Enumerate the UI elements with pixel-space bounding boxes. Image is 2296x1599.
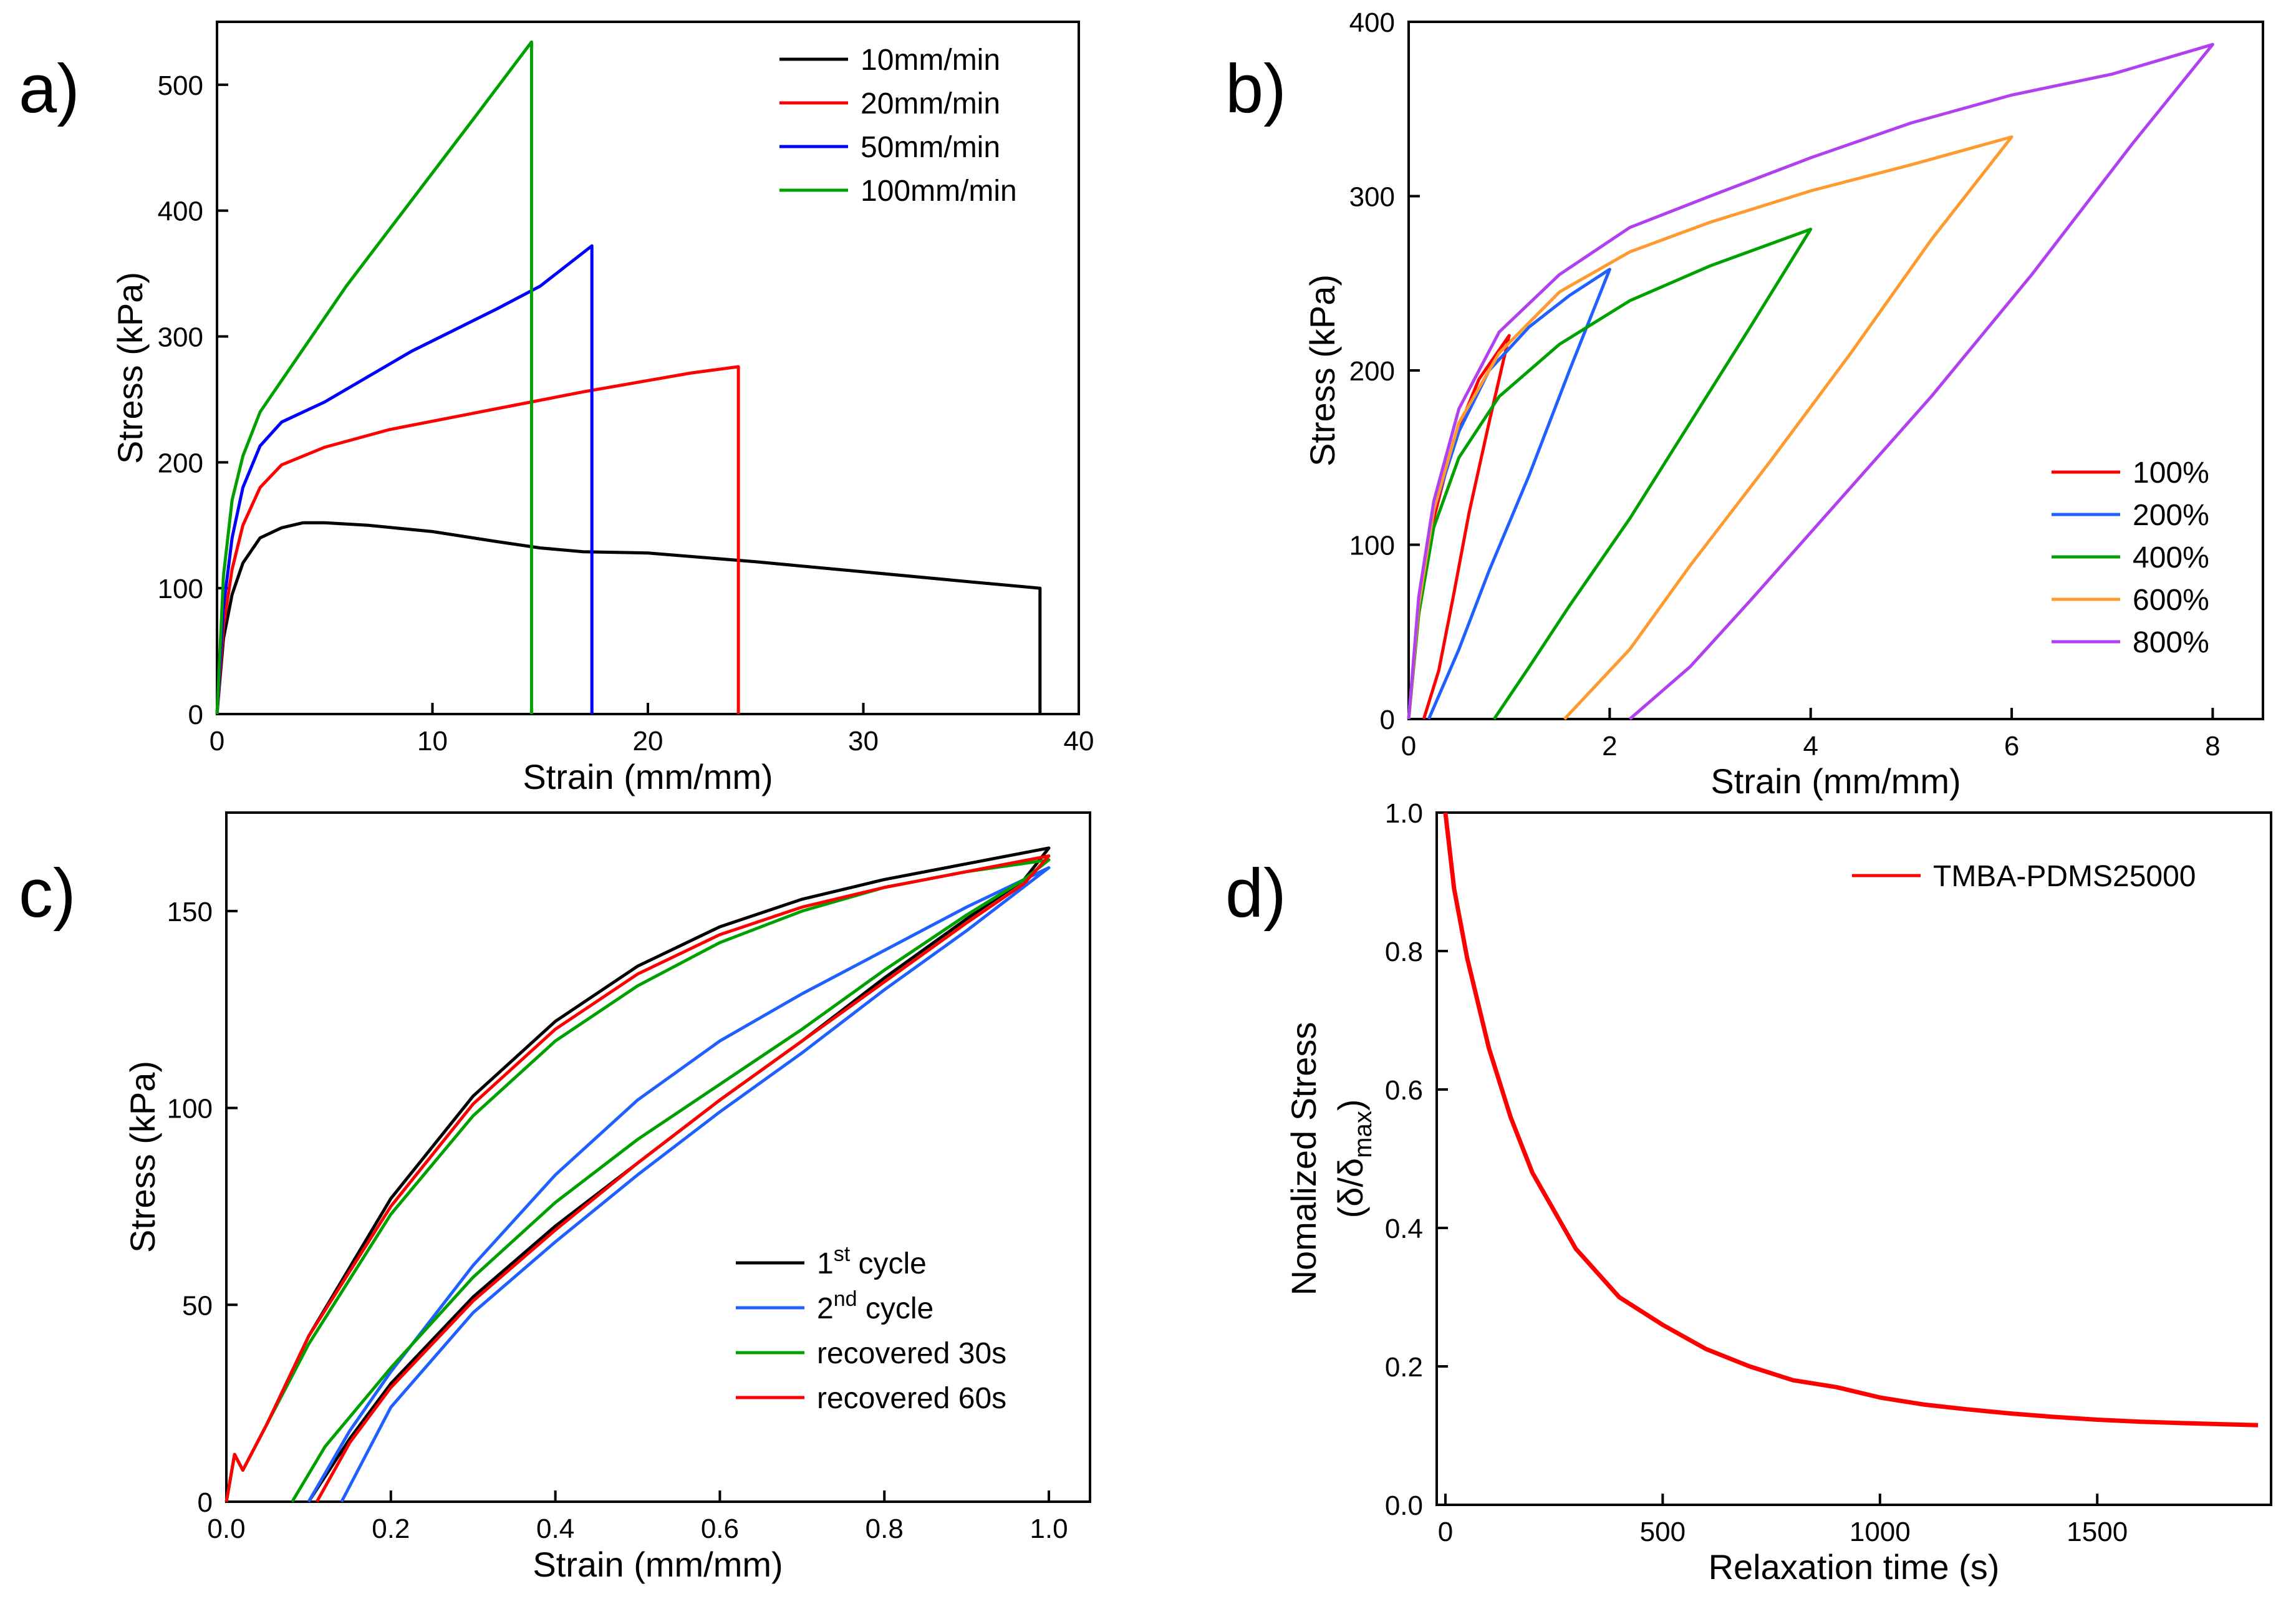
panel-c-legend: 1st cycle 2nd cycle recovered 30s recovered… [736, 1242, 1006, 1415]
x-tick-label: 1.0 [1030, 1514, 1068, 1544]
panel-c-marks: 0.0 0.2 0.4 0.6 0.8 1.0 0 50 100 150 [167, 846, 1068, 1544]
panel-c-x-axis-title: Strain (mm/mm) [533, 1545, 783, 1584]
y-tick-label: 0.4 [1385, 1214, 1423, 1244]
panel-d-plot-frame [1435, 811, 2272, 1506]
y-tick-label: 500 [158, 70, 203, 101]
legend-label-100mm-min: 100mm/min [861, 175, 1017, 208]
legend-label-400-: 400% [2133, 541, 2209, 574]
panel-d-y-axis-title: Nomalized Stress [1284, 1022, 1323, 1296]
series-line-20mm-min [215, 365, 740, 715]
series-line-recovered-60s [224, 854, 1051, 1503]
legend-label-50mm-min: 50mm/min [861, 131, 1000, 164]
panel-d: d) 0 500 1000 1500 0.0 0.2 0.4 0.6 0.8 1.0 Relaxa… [1225, 798, 2272, 1587]
panel-c-label: c) [19, 855, 76, 932]
x-tick-label: 0 [1401, 731, 1416, 761]
legend-label-recovered-60s: recovered 60s [817, 1382, 1006, 1415]
x-tick-label: 0.6 [701, 1514, 739, 1544]
y-tick-label: 0 [188, 700, 203, 730]
y-tick-label: 200 [158, 448, 203, 478]
panel-c-y-axis-title: Stress (kPa) [123, 1061, 162, 1253]
legend-label-1st-cycle: 1st cycle [817, 1242, 927, 1280]
y-tick-label: 200 [1349, 356, 1395, 387]
y-tick-label: 0.0 [1385, 1490, 1423, 1521]
legend-label-10mm-min: 10mm/min [861, 44, 1000, 77]
panel-a-plot-frame [216, 21, 1080, 715]
series-line-tmba-pdms25000 [1443, 812, 2259, 1428]
y-tick-label: 100 [1349, 531, 1395, 561]
y-tick-label: 300 [158, 322, 203, 353]
series-line-800- [1407, 42, 2214, 720]
panel-d-y-axis-subtitle: (δ/δmax) [1331, 1099, 1377, 1219]
panel-b-marks: 0 2 4 6 8 0 100 200 300 400 [1349, 7, 2221, 761]
series-line-100mm-min [215, 40, 533, 715]
y-tick-label: 1.0 [1385, 798, 1423, 829]
y-tick-label: 0.6 [1385, 1075, 1423, 1106]
panel-c-plot-frame [225, 811, 1091, 1503]
panel-b-label: b) [1225, 51, 1286, 127]
y-tick-label: 0.2 [1385, 1352, 1423, 1383]
panel-b-x-axis-title: Strain (mm/mm) [1710, 761, 1961, 801]
x-tick-label: 1000 [1850, 1517, 1911, 1547]
x-tick-label: 0 [210, 726, 224, 756]
legend-label-recovered-30s: recovered 30s [817, 1337, 1006, 1370]
panel-b: b) 0 2 4 6 8 0 100 200 300 400 Strain (mm/mm) Str… [1225, 7, 2264, 801]
y-tick-label: 100 [158, 574, 203, 604]
series-line-10mm-min [215, 521, 1042, 715]
x-tick-label: 0.2 [372, 1514, 410, 1544]
legend-label-100-: 100% [2133, 457, 2209, 490]
x-tick-label: 0.0 [207, 1514, 245, 1544]
legend-label-600-: 600% [2133, 584, 2209, 617]
series-line-2nd-cycle [307, 866, 1051, 1503]
legend-label-20mm-min: 20mm/min [861, 87, 1000, 120]
legend-label-tmba-pdms25000: TMBA-PDMS25000 [1933, 860, 2196, 893]
x-tick-label: 4 [1803, 731, 1818, 761]
panel-a-label: a) [19, 51, 80, 127]
legend-label-2nd-cycle: 2nd cycle [817, 1287, 933, 1325]
legend-label-800-: 800% [2133, 626, 2209, 659]
x-tick-label: 8 [2205, 731, 2220, 761]
panel-a-x-axis-title: Strain (mm/mm) [523, 757, 773, 796]
panel-c: c) 0.0 0.2 0.4 0.6 0.8 1.0 0 50 100 150 Strain (m… [19, 811, 1091, 1584]
x-tick-label: 500 [1640, 1517, 1686, 1547]
x-tick-label: 2 [1602, 731, 1617, 761]
y-tick-label: 400 [1349, 7, 1395, 38]
panel-b-legend: 100% 200% 400% 600% 800% [2052, 457, 2209, 659]
x-tick-label: 0 [1438, 1517, 1453, 1547]
panel-a-legend: 10mm/min 20mm/min 50mm/min 100mm/min [779, 44, 1017, 208]
legend-label-200-: 200% [2133, 499, 2209, 532]
series-line-600- [1407, 135, 2014, 720]
y-tick-label: 0 [198, 1487, 213, 1518]
panel-d-x-axis-title: Relaxation time (s) [1709, 1547, 2000, 1587]
y-tick-label: 0.8 [1385, 937, 1423, 967]
x-tick-label: 30 [848, 726, 879, 756]
y-tick-label: 300 [1349, 182, 1395, 213]
panel-a-y-axis-title: Stress (kPa) [110, 272, 150, 464]
series-line-50mm-min [215, 244, 594, 715]
y-tick-label: 400 [158, 196, 203, 227]
x-tick-label: 20 [633, 726, 663, 756]
panel-d-legend: TMBA-PDMS25000 [1852, 860, 2196, 893]
x-tick-label: 40 [1064, 726, 1094, 756]
panel-d-marks: 0 500 1000 1500 0.0 0.2 0.4 0.6 0.8 1.0 [1385, 798, 2259, 1547]
panel-d-label: d) [1225, 855, 1286, 932]
y-tick-label: 100 [167, 1094, 213, 1124]
x-tick-label: 6 [2004, 731, 2019, 761]
panel-b-y-axis-title: Stress (kPa) [1303, 274, 1342, 466]
x-tick-label: 1500 [2067, 1517, 2128, 1547]
series-line-100- [1407, 334, 1511, 720]
y-tick-label: 150 [167, 897, 213, 927]
y-tick-label: 50 [182, 1290, 213, 1321]
y-tick-label: 0 [1380, 705, 1395, 735]
series-line-400- [1407, 228, 1813, 720]
x-tick-label: 10 [417, 726, 448, 756]
x-tick-label: 0.8 [866, 1514, 904, 1544]
x-tick-label: 0.4 [536, 1514, 574, 1544]
